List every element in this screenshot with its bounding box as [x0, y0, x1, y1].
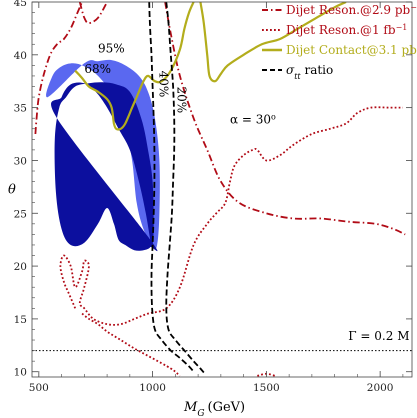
x-tick-label: 1000	[139, 382, 166, 394]
x-tick-label: 500	[29, 382, 49, 394]
series-10	[148, 2, 195, 373]
legend: Dijet Reson.@2.9 pb−1 Dijet Reson.@1 fb−…	[262, 3, 417, 81]
y-tick-label: 40	[14, 50, 27, 62]
label-20-percent-contour: 20%	[175, 87, 189, 114]
series-3	[78, 2, 108, 25]
y-tick-label: 15	[14, 314, 27, 326]
series-4	[164, 2, 406, 236]
series-9	[199, 2, 347, 83]
x-tick-label: 1500	[253, 382, 280, 394]
y-tick-label: 35	[14, 103, 27, 115]
y-tick-label: 45	[14, 0, 27, 9]
confidence-regions	[46, 59, 160, 252]
y-tick-label: 20	[14, 261, 27, 273]
legend-label-dijet-reson-1fb: Dijet Reson.@1 fb−1	[286, 23, 407, 38]
region-68-percent	[51, 82, 158, 252]
gamma-annotation: Γ = 0.2 M	[348, 329, 409, 343]
series-2	[34, 2, 83, 135]
series-5	[59, 106, 403, 326]
series-8	[74, 2, 195, 131]
label-40-percent-contour: 40%	[156, 71, 170, 98]
legend-label-dijet-reson-2.9pb: Dijet Reson.@2.9 pb−1	[286, 3, 417, 18]
y-tick-label: 30	[14, 155, 27, 167]
label-68-percent: 68%	[84, 62, 111, 76]
y-axis-title: θ	[8, 183, 16, 198]
legend-label-dijet-contact: Dijet Contact@3.1 pb−1	[286, 43, 417, 58]
label-95-percent: 95%	[98, 42, 125, 56]
series-11	[165, 2, 206, 375]
axis-ticks: 500 1000 1500 2000 10 15 20 25 30 35 40 45	[14, 0, 412, 394]
plot-frame	[31, 1, 413, 378]
alpha-annotation: α = 30o	[230, 112, 276, 127]
y-tick-label: 10	[14, 367, 27, 379]
legend-label-sigma-ratio: σtt ratio	[286, 63, 333, 81]
x-tick-label: 2000	[367, 382, 394, 394]
curves	[32, 2, 412, 377]
y-tick-label: 25	[14, 208, 27, 220]
x-axis-title: MG (GeV)	[183, 400, 245, 418]
